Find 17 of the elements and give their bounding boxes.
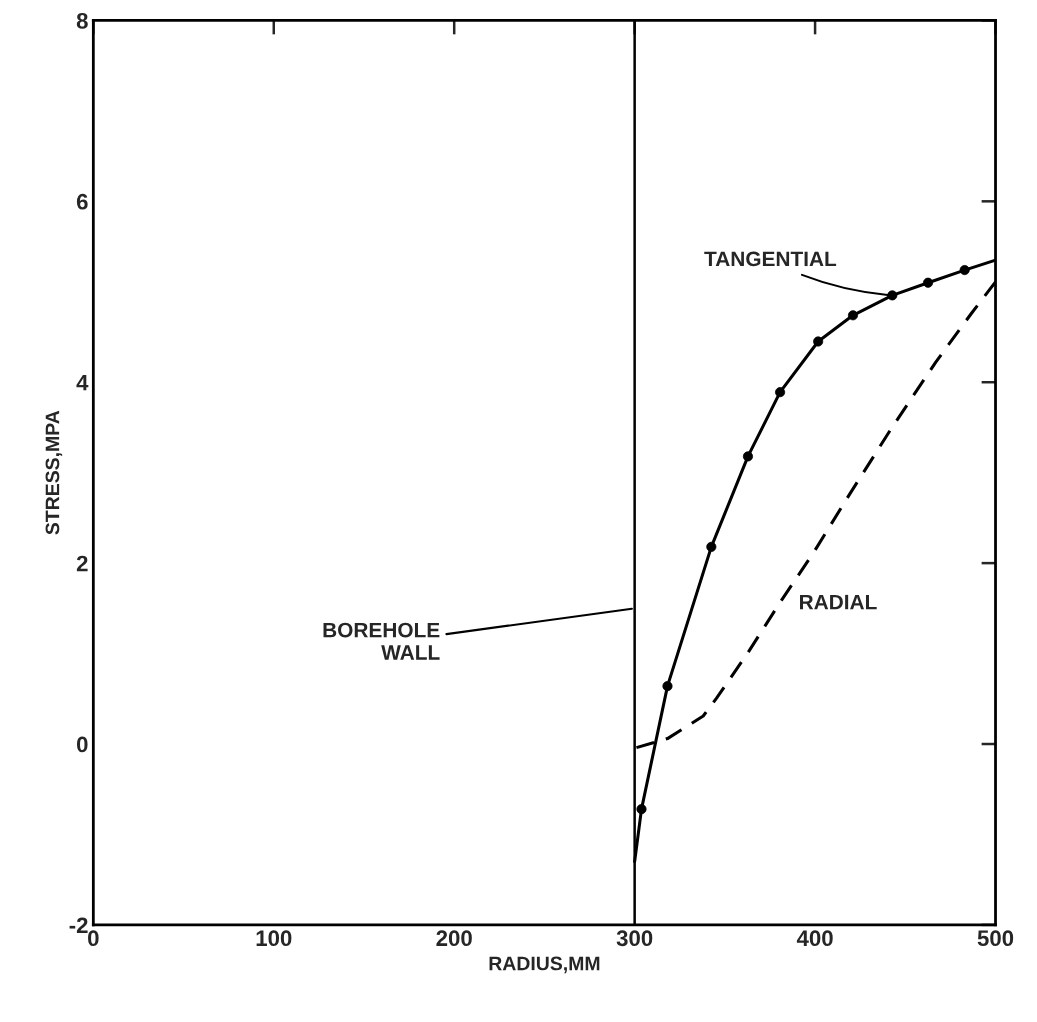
ref-line-label: BOREHOLE WALL	[323, 622, 440, 660]
text: TANGENTIAL	[704, 251, 837, 267]
y-tick-label: 0	[76, 736, 88, 753]
y-tick-label: 4	[76, 374, 89, 391]
y-tick-label: 8	[76, 12, 88, 29]
x-tick-label: 300	[616, 930, 653, 947]
y-axis-title: STRESS,MPA	[45, 410, 63, 535]
x-tick-label: 400	[796, 930, 833, 947]
y-tick-label: -2	[69, 917, 88, 933]
x-tick-label: 200	[436, 930, 472, 947]
x-tick-label: 0	[88, 930, 99, 947]
x-axis-title: RADIUS,MM	[489, 956, 600, 974]
y-tick-label: 2	[76, 555, 88, 572]
x-tick-label: 500	[977, 930, 1014, 947]
x-tick-label: 100	[256, 930, 292, 947]
series-label: RADIAL	[800, 594, 877, 610]
y-tick-label: 6	[76, 193, 88, 210]
